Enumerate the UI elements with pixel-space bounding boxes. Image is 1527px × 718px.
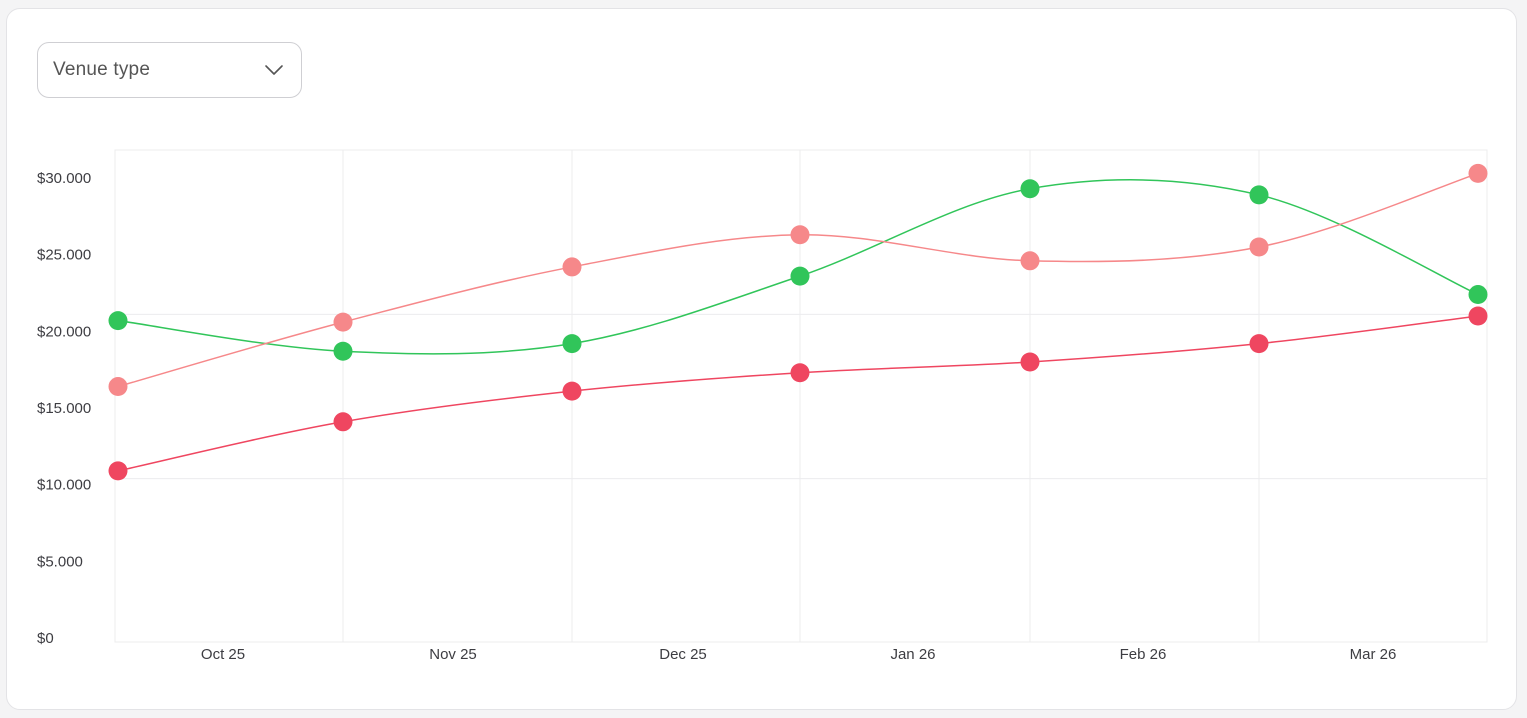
green-series-point <box>1468 285 1488 305</box>
venue-type-dropdown-label: Venue type <box>53 59 151 80</box>
chevron-down-icon <box>263 63 285 77</box>
green-series-point <box>333 341 353 361</box>
red-series-point <box>1468 306 1488 326</box>
red-series-point <box>1249 334 1269 354</box>
y-tick-label: $20.000 <box>37 323 91 340</box>
green-series-point <box>108 311 128 331</box>
chart-card <box>6 8 1517 710</box>
y-tick-label: $25.000 <box>37 247 91 264</box>
red-series-point <box>333 412 353 432</box>
venue-type-dropdown[interactable]: Venue type <box>37 42 302 98</box>
x-tick-label: Oct 25 <box>201 646 245 663</box>
green-series-point <box>1249 185 1269 205</box>
y-tick-label: $15.000 <box>37 400 91 417</box>
red-series-point <box>108 461 128 481</box>
x-tick-label: Mar 26 <box>1350 646 1397 663</box>
salmon-series-point <box>1249 237 1269 257</box>
x-tick-label: Nov 25 <box>429 646 477 663</box>
y-tick-label: $10.000 <box>37 477 91 494</box>
plot-frame <box>114 149 1488 643</box>
red-series-point <box>562 381 582 401</box>
green-series-point <box>790 266 810 286</box>
x-tick-label: Jan 26 <box>890 646 935 663</box>
x-tick-label: Feb 26 <box>1120 646 1167 663</box>
salmon-series-point <box>1468 163 1488 183</box>
salmon-series-point <box>108 377 128 397</box>
green-series-point <box>1020 179 1040 199</box>
salmon-series-point <box>1020 251 1040 271</box>
red-series-point <box>790 363 810 383</box>
salmon-series-point <box>790 225 810 245</box>
green-series-point <box>562 334 582 354</box>
red-series-point <box>1020 352 1040 372</box>
y-tick-label: $0 <box>37 630 54 647</box>
x-tick-label: Dec 25 <box>659 646 707 663</box>
salmon-series-point <box>562 257 582 277</box>
y-tick-label: $30.000 <box>37 170 91 187</box>
y-tick-label: $5.000 <box>37 553 83 570</box>
red-series-line <box>117 315 1479 472</box>
salmon-series-point <box>333 312 353 332</box>
